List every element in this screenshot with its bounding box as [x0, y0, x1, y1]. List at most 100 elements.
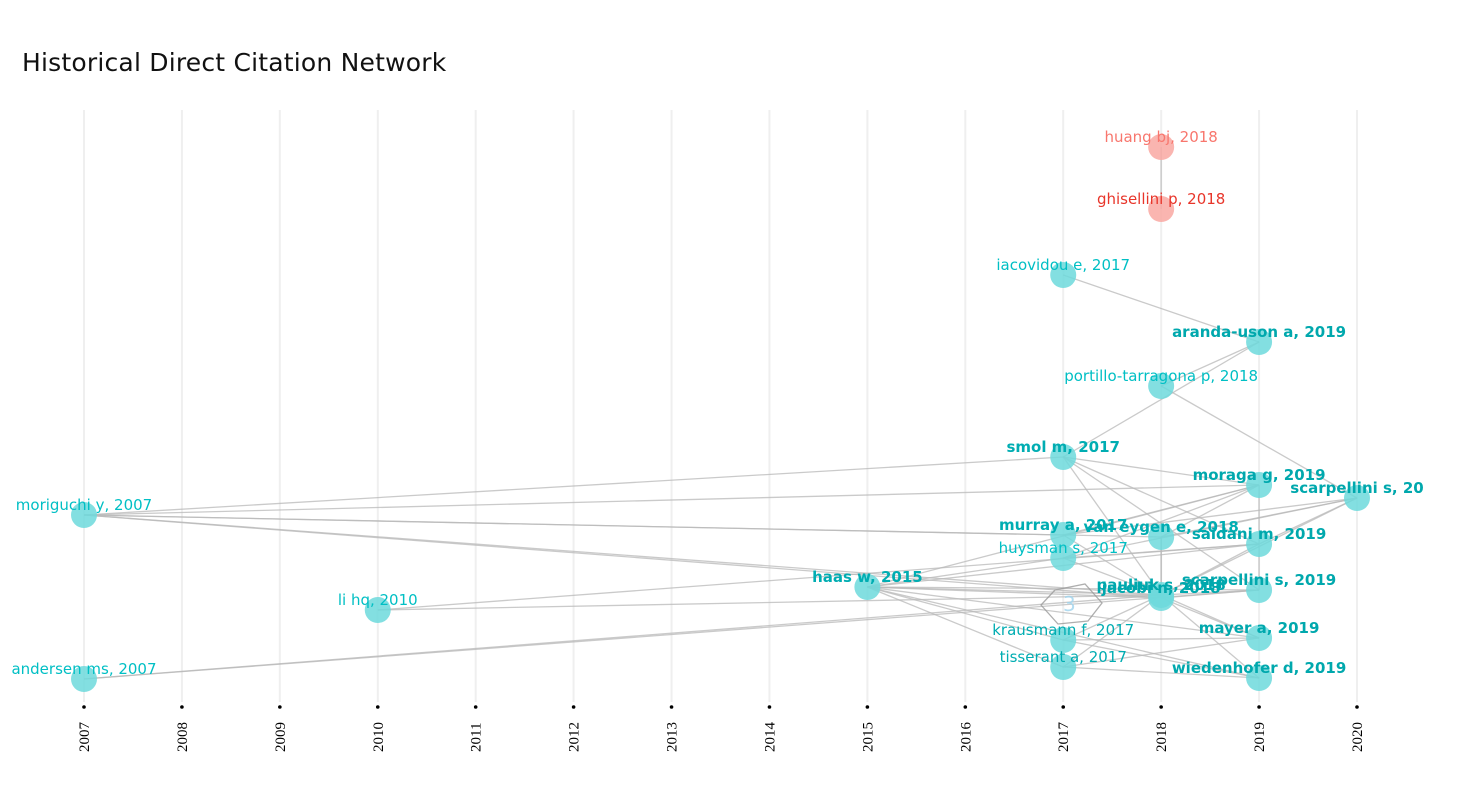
tick-mark: [473, 705, 478, 709]
network-node[interactable]: [1148, 196, 1175, 222]
network-node[interactable]: [1246, 577, 1273, 603]
citation-edge: [1062, 534, 1162, 596]
network-node[interactable]: [1050, 654, 1077, 680]
watermark-text: 3: [1063, 592, 1076, 616]
node-label: krausmann f, 2017: [992, 621, 1134, 639]
network-node[interactable]: [1148, 585, 1175, 611]
network-node[interactable]: [1050, 522, 1077, 548]
citation-edge: [1063, 274, 1260, 343]
network-node[interactable]: [1148, 524, 1175, 550]
network-node[interactable]: [71, 666, 97, 692]
network-node[interactable]: [1050, 627, 1077, 653]
tick-mark: [82, 705, 86, 709]
tick-mark: [1355, 705, 1359, 709]
node-label: huysman s, 2017: [999, 539, 1128, 557]
citation-edge: [1160, 594, 1260, 679]
node-label: andersen ms, 2007: [11, 660, 156, 678]
node-label: moraga g, 2019: [1193, 466, 1326, 484]
citation-edge: [867, 586, 1260, 639]
node-label: portillo-tarragona p, 2018: [1064, 367, 1258, 385]
node-label: pauliuk s, 2018: [1097, 576, 1226, 594]
citation-edge: [83, 514, 1064, 536]
citation-edge: [1062, 456, 1260, 545]
hexagon-logo-icon: [1040, 583, 1103, 625]
chart-title: Historical Direct Citation Network: [22, 48, 447, 77]
network-node[interactable]: [1050, 262, 1077, 288]
x-tick-label: 2014: [762, 722, 778, 753]
node-label: wiedenhofer d, 2019: [1172, 659, 1346, 677]
citation-edge: [1062, 594, 1162, 668]
node-label: moriguchi y, 2007: [16, 496, 152, 514]
x-tick-label: 2011: [469, 723, 485, 752]
citation-edge: [1160, 341, 1260, 387]
x-tick-label: 2017: [1056, 722, 1072, 753]
citation-edge: [377, 543, 1260, 611]
node-labels: huang bj, 2018 ghisellini p, 2018 iacovido…: [11, 128, 1423, 678]
citation-edge: [1062, 456, 1162, 596]
node-label: saidani m, 2019: [1192, 525, 1326, 543]
network-node[interactable]: [1050, 444, 1077, 470]
citation-edge: [1161, 589, 1260, 599]
tick-mark: [1257, 705, 1261, 709]
node-label: tisserant a, 2017: [1000, 648, 1127, 666]
x-tick-label: 2007: [77, 722, 93, 753]
citation-edge: [83, 514, 1162, 599]
citation-edge: [1160, 385, 1358, 499]
x-tick-label: 2019: [1252, 722, 1268, 752]
x-tick-label: 2010: [371, 722, 387, 752]
node-label: iacovidou e, 2017: [996, 256, 1130, 274]
citation-edge: [83, 456, 1064, 516]
watermark-logo: 3: [1040, 583, 1103, 625]
x-tick-label: 2008: [175, 722, 191, 752]
node-label: mayer a, 2019: [1199, 619, 1320, 637]
x-tick-label: 2013: [665, 722, 681, 752]
node-label: murray a, 2017: [999, 516, 1128, 534]
x-tick-label: 2018: [1154, 722, 1170, 752]
nodes: [71, 134, 1370, 692]
node-label: smol m, 2017: [1006, 438, 1120, 456]
citation-edge: [1258, 497, 1358, 545]
citation-edge: [1160, 597, 1260, 639]
network-node[interactable]: [1050, 545, 1077, 571]
network-node[interactable]: [1344, 485, 1370, 511]
x-tick-label: 2020: [1350, 722, 1366, 752]
network-node[interactable]: [1246, 472, 1273, 498]
network-node[interactable]: [71, 502, 97, 528]
x-tick-label: 2009: [273, 722, 289, 752]
network-node[interactable]: [1246, 625, 1273, 651]
citation-edge: [83, 589, 1260, 680]
citation-edge: [1063, 456, 1260, 486]
network-node[interactable]: [1246, 665, 1273, 691]
tick-mark: [669, 705, 674, 709]
tick-mark: [1061, 705, 1066, 709]
node-label: haas w, 2015: [812, 568, 923, 586]
x-tick-label: 2015: [860, 722, 876, 752]
network-node[interactable]: [1148, 134, 1175, 160]
network-node[interactable]: [1148, 373, 1175, 399]
citation-edge: [377, 594, 1162, 611]
citation-edge: [1062, 341, 1260, 458]
citation-edge: [1062, 456, 1260, 591]
node-label: li hq, 2010: [338, 591, 418, 609]
network-node[interactable]: [1246, 531, 1273, 557]
network-node[interactable]: [854, 574, 881, 600]
tick-mark: [1159, 705, 1163, 709]
node-label: aranda-uson a, 2019: [1172, 323, 1346, 341]
tick-mark: [375, 705, 380, 709]
citation-edge: [1063, 497, 1358, 536]
citation-edge: [867, 586, 1064, 641]
citation-edge: [1063, 666, 1260, 679]
network-node[interactable]: [364, 597, 391, 623]
x-tick-label: 2016: [958, 722, 974, 753]
grid-lines: [83, 110, 1358, 702]
tick-mark: [278, 705, 282, 709]
network-node[interactable]: [1246, 329, 1273, 355]
x-axis: 2007 2008 2009 2010 2011 2012 2013 2014 2015 2016…: [77, 705, 1366, 752]
tick-mark: [963, 705, 968, 709]
citation-edge: [1063, 637, 1260, 641]
tick-mark: [571, 705, 576, 709]
citation-edge: [1063, 639, 1260, 679]
citation-edge: [83, 484, 1260, 516]
node-label: jacobi n, 2018: [1101, 579, 1221, 597]
tick-mark: [180, 705, 184, 709]
